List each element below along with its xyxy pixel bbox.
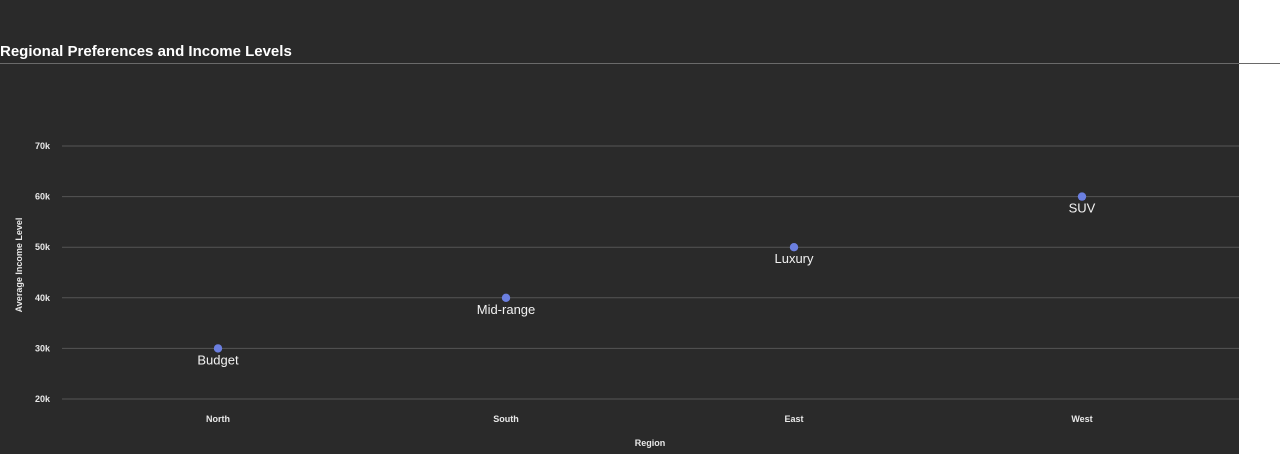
title-divider: [0, 63, 1280, 64]
data-point: [501, 293, 511, 302]
x-tick-label: West: [1071, 414, 1092, 424]
data-point-label: SUV: [1069, 201, 1096, 216]
x-tick-label: South: [493, 414, 519, 424]
chart-title: Regional Preferences and Income Levels: [0, 43, 292, 60]
data-point: [213, 344, 223, 353]
y-tick-label: 40k: [35, 293, 51, 303]
y-tick-label: 30k: [35, 343, 51, 353]
x-tick-label: North: [206, 414, 230, 424]
data-point-label: Mid-range: [477, 302, 536, 317]
grid-lines: [62, 145, 1239, 400]
y-tick-label: 70k: [35, 141, 51, 151]
x-axis-ticks: North South East West: [206, 414, 1093, 424]
data-point: [1077, 192, 1087, 201]
y-tick-label: 60k: [35, 192, 51, 202]
data-point-label: Luxury: [774, 251, 814, 266]
point-labels: Budget Mid-range Luxury SUV: [197, 201, 1095, 368]
y-axis-title: Average Income Level: [14, 218, 24, 313]
data-point: [789, 243, 799, 252]
data-points: [213, 192, 1087, 353]
chart-panel: [0, 0, 1239, 454]
x-tick-label: East: [784, 414, 803, 424]
y-tick-label: 20k: [35, 394, 51, 404]
x-axis-title: Region: [635, 438, 666, 448]
scatter-chart: 20k 30k 40k 50k 60k 70k North South East West Bu…: [14, 141, 1239, 448]
y-axis-ticks: 20k 30k 40k 50k 60k 70k: [35, 141, 51, 404]
y-tick-label: 50k: [35, 242, 51, 252]
data-point-label: Budget: [197, 352, 239, 367]
